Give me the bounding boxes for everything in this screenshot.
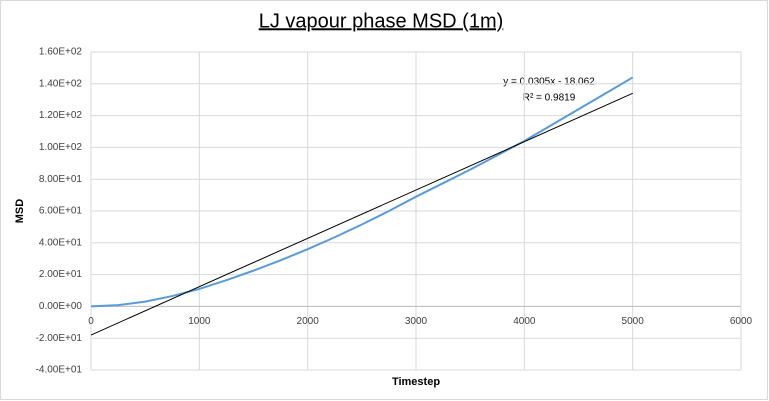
- y-tick-label: 1.00E+02: [39, 142, 83, 153]
- series-line: [90, 92, 633, 336]
- x-tick-label: 4000: [513, 316, 536, 327]
- series-line: [90, 76, 634, 308]
- x-tick-label: 1000: [188, 316, 211, 327]
- y-tick-label: 8.00E+01: [39, 174, 83, 185]
- y-tick-label: 6.00E+01: [39, 206, 83, 217]
- x-tick-label: 3000: [405, 316, 428, 327]
- x-tick-label: 5000: [622, 316, 645, 327]
- y-tick-label: 1.40E+02: [39, 78, 83, 89]
- trendline-equation: y = 0.0305x - 18.062: [503, 77, 595, 88]
- y-tick-label: 4.00E+01: [39, 237, 83, 248]
- y-tick-label: 1.60E+02: [39, 47, 83, 58]
- x-axis-title: Timestep: [392, 376, 440, 388]
- x-tick-label: 2000: [297, 316, 320, 327]
- y-tick-label: 1.20E+02: [39, 110, 83, 121]
- y-tick-label: -4.00E+01: [36, 365, 83, 376]
- x-tick-label: 0: [88, 316, 94, 327]
- y-axis-title: MSD: [14, 199, 26, 224]
- y-tick-label: 2.00E+01: [39, 269, 83, 280]
- x-tick-label: 6000: [730, 316, 753, 327]
- y-tick-label: 0.00E+00: [39, 301, 83, 312]
- chart-title: LJ vapour phase MSD (1m): [259, 10, 504, 32]
- r-squared: R² = 0.9819: [523, 93, 576, 104]
- y-tick-label: -2.00E+01: [36, 333, 83, 344]
